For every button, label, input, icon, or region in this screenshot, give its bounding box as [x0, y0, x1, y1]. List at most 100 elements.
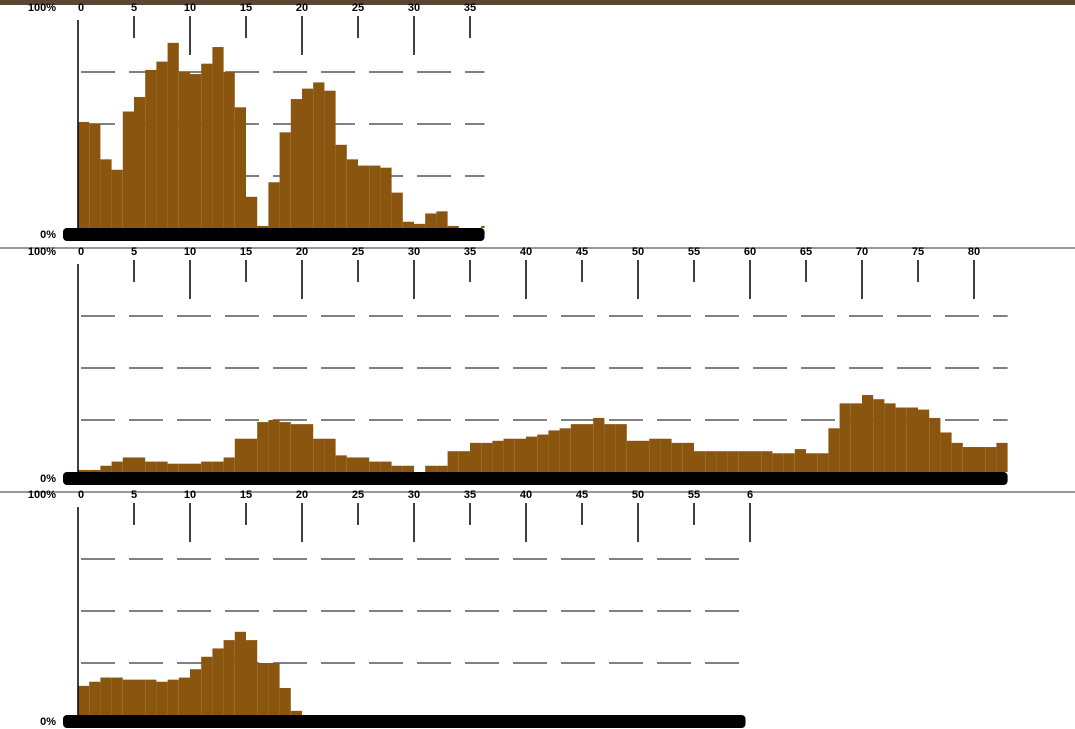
bar — [436, 211, 448, 228]
bar — [246, 640, 258, 715]
x-tick-label: 15 — [240, 246, 252, 258]
x-tick-label: 25 — [352, 489, 364, 501]
bar — [111, 677, 123, 715]
bar — [212, 461, 224, 472]
bar — [358, 457, 370, 472]
bar — [570, 424, 582, 472]
bar — [145, 461, 157, 472]
bar — [324, 438, 336, 472]
bar — [290, 710, 302, 715]
bar — [212, 47, 224, 228]
bar — [234, 631, 246, 715]
baseline-bar — [63, 228, 485, 241]
bar — [380, 461, 392, 472]
bar — [391, 192, 403, 228]
bar — [649, 438, 661, 472]
bar — [246, 438, 258, 472]
bar — [918, 409, 930, 472]
bar — [134, 457, 146, 472]
bar — [346, 159, 358, 228]
x-tick-label: 35 — [464, 246, 476, 258]
bar — [156, 61, 168, 228]
x-tick-label: 25 — [352, 246, 364, 258]
bar — [167, 463, 179, 472]
bar — [862, 395, 874, 472]
bar — [470, 442, 482, 472]
bar — [772, 453, 784, 472]
bar — [369, 461, 381, 472]
bar — [246, 196, 258, 228]
bar — [391, 465, 403, 472]
bar — [559, 428, 571, 472]
x-tick-label: 70 — [856, 246, 868, 258]
bar — [447, 225, 459, 228]
y-tick-label: 100% — [28, 2, 56, 14]
bar — [402, 221, 414, 228]
bar — [682, 442, 694, 472]
bar — [78, 469, 90, 472]
bar — [906, 407, 918, 472]
bar — [89, 681, 101, 715]
bar — [503, 438, 515, 472]
bar — [750, 451, 762, 472]
bar — [279, 422, 291, 472]
x-tick-label: 60 — [744, 246, 756, 258]
bar — [335, 455, 347, 472]
bar — [190, 463, 202, 472]
bar — [716, 451, 728, 472]
x-tick-label: 35 — [464, 489, 476, 501]
bar — [201, 461, 213, 472]
x-tick-label: 15 — [240, 489, 252, 501]
bar — [190, 74, 202, 228]
bar — [817, 453, 829, 472]
bar — [985, 447, 997, 472]
x-tick-label: 20 — [296, 246, 308, 258]
x-tick-label: 15 — [240, 2, 252, 14]
bar — [201, 63, 213, 229]
bar — [346, 457, 358, 472]
bar — [425, 213, 437, 228]
bar — [458, 451, 470, 472]
bar — [268, 420, 280, 472]
bar — [929, 417, 941, 472]
bar — [514, 438, 526, 472]
bar — [414, 223, 426, 228]
bar — [593, 417, 605, 472]
bar — [268, 182, 280, 228]
bar — [940, 432, 952, 472]
x-tick-label: 10 — [184, 2, 196, 14]
bar — [694, 451, 706, 472]
baseline-bar — [63, 715, 746, 728]
x-tick-label: 55 — [688, 489, 700, 501]
x-tick-label: 10 — [184, 246, 196, 258]
baseline-bar — [63, 472, 1008, 485]
bar — [996, 442, 1008, 472]
bar — [626, 440, 638, 472]
bar — [134, 96, 146, 229]
bar — [615, 424, 627, 472]
bar — [78, 685, 90, 715]
bar — [122, 111, 134, 228]
x-tick-label: 5 — [131, 2, 137, 14]
bar — [313, 82, 325, 229]
bar — [156, 681, 168, 715]
x-tick-label: 35 — [464, 2, 476, 14]
bar — [257, 225, 269, 228]
bar — [145, 69, 157, 228]
x-tick-label: 65 — [800, 246, 812, 258]
bar — [100, 159, 112, 228]
bar — [537, 434, 549, 472]
bar — [234, 438, 246, 472]
bar — [290, 99, 302, 228]
x-tick-label: 10 — [184, 489, 196, 501]
y-tick-label: 0% — [40, 716, 56, 728]
x-tick-label: 40 — [520, 246, 532, 258]
bar — [122, 457, 134, 472]
bar — [167, 42, 179, 228]
bar — [290, 424, 302, 472]
bar — [369, 165, 381, 228]
bar — [178, 72, 190, 228]
bar — [223, 640, 235, 715]
x-tick-label: 80 — [968, 246, 980, 258]
bar — [402, 465, 414, 472]
